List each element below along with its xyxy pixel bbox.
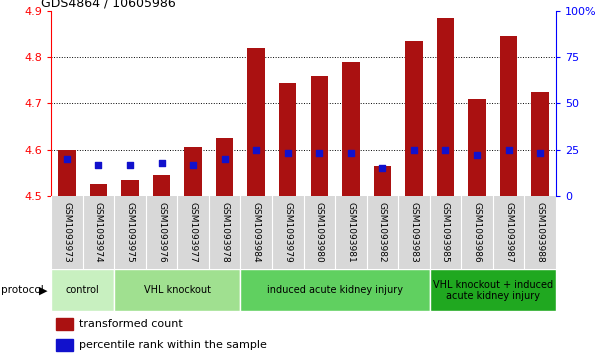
Text: GSM1093981: GSM1093981 (346, 202, 355, 262)
Text: GSM1093976: GSM1093976 (157, 202, 166, 262)
Bar (342, 62, 359, 196)
Text: GSM1093977: GSM1093977 (189, 202, 198, 262)
Text: VHL knockout: VHL knockout (144, 285, 211, 295)
Point (283, 151, 293, 156)
Point (188, 162, 198, 167)
Text: GSM1093975: GSM1093975 (126, 202, 135, 262)
Point (472, 152, 482, 158)
Bar (90, 184, 107, 196)
Text: induced acute kidney injury: induced acute kidney injury (267, 285, 403, 295)
Text: GSM1093980: GSM1093980 (315, 202, 324, 262)
Text: GSM1093974: GSM1093974 (94, 202, 103, 262)
FancyBboxPatch shape (240, 269, 430, 311)
Bar (500, 36, 517, 196)
Bar (531, 92, 549, 196)
Text: control: control (66, 285, 100, 295)
Text: GSM1093985: GSM1093985 (441, 202, 450, 262)
Bar (153, 175, 170, 196)
Point (62, 156, 72, 162)
Point (314, 151, 324, 156)
Text: GSM1093983: GSM1093983 (409, 202, 418, 262)
Text: GDS4864 / 10605986: GDS4864 / 10605986 (41, 0, 175, 10)
Point (535, 151, 545, 156)
Point (441, 147, 450, 152)
Text: GSM1093978: GSM1093978 (220, 202, 229, 262)
Point (346, 151, 356, 156)
Text: percentile rank within the sample: percentile rank within the sample (79, 340, 267, 350)
Bar (311, 76, 328, 196)
Bar (468, 99, 486, 196)
Point (409, 147, 419, 152)
Bar (374, 166, 391, 196)
Point (220, 156, 230, 162)
FancyBboxPatch shape (430, 269, 556, 311)
Text: GSM1093987: GSM1093987 (504, 202, 513, 262)
Point (157, 160, 166, 166)
Bar (405, 41, 423, 196)
Bar (56, 339, 73, 351)
Text: protocol: protocol (1, 285, 44, 295)
Bar (56, 318, 73, 330)
Text: ▶: ▶ (39, 285, 47, 295)
Bar (248, 48, 265, 196)
Bar (279, 83, 296, 196)
Text: GSM1093988: GSM1093988 (535, 202, 545, 262)
Bar (121, 180, 139, 196)
FancyBboxPatch shape (114, 269, 240, 311)
Text: GSM1093973: GSM1093973 (63, 202, 72, 262)
Text: VHL knockout + induced
acute kidney injury: VHL knockout + induced acute kidney inju… (433, 280, 553, 301)
Text: GSM1093986: GSM1093986 (472, 202, 481, 262)
Text: GSM1093979: GSM1093979 (283, 202, 292, 262)
Point (251, 147, 261, 152)
Point (377, 165, 387, 171)
Bar (216, 138, 233, 196)
Point (94, 162, 103, 167)
Text: transformed count: transformed count (79, 319, 183, 329)
Text: GSM1093984: GSM1093984 (252, 202, 261, 262)
Bar (437, 18, 454, 196)
Text: GSM1093982: GSM1093982 (378, 202, 387, 262)
Point (125, 162, 135, 167)
Point (504, 147, 513, 152)
Bar (58, 150, 76, 196)
Bar (185, 147, 202, 196)
FancyBboxPatch shape (51, 269, 114, 311)
